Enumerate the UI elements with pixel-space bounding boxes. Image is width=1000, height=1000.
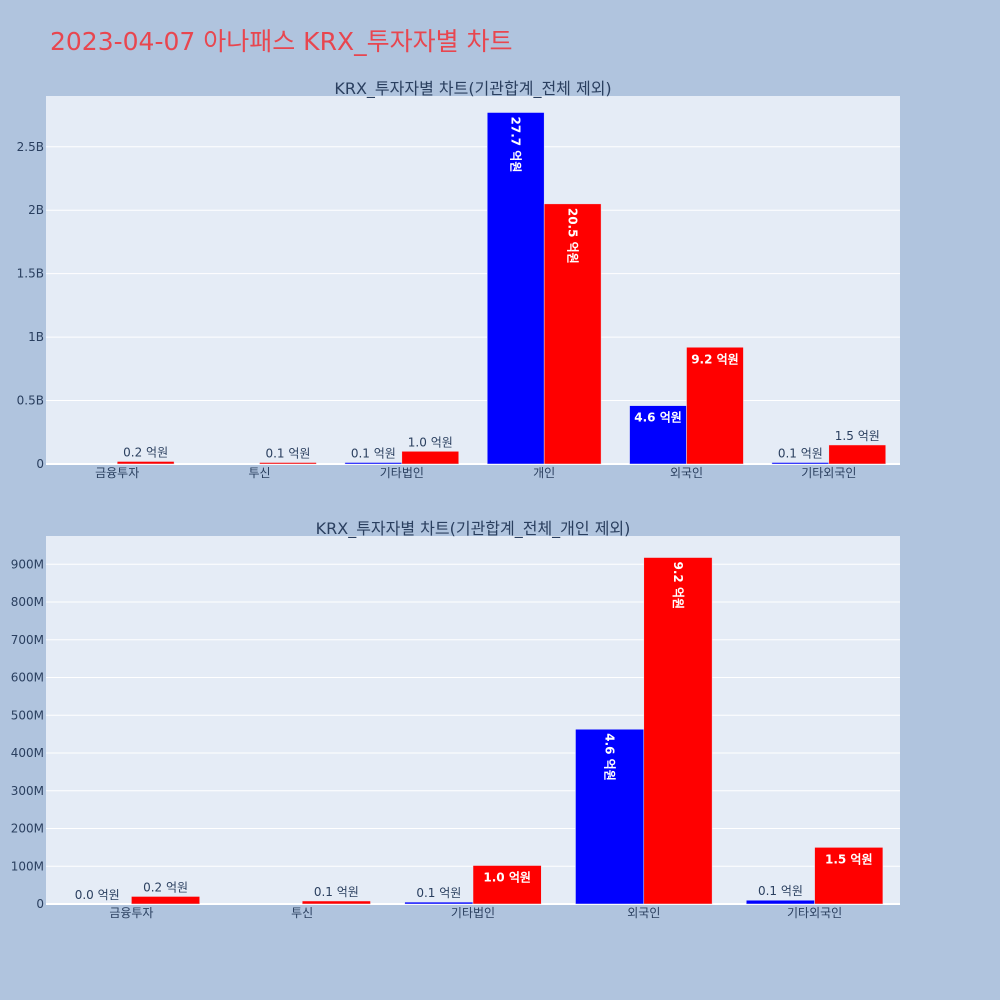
y-tick-label: 900M <box>11 557 44 571</box>
data-label: 9.2 억원 <box>671 562 685 610</box>
data-label: 0.1 억원 <box>758 884 803 898</box>
data-label: 9.2 억원 <box>691 352 739 366</box>
bar <box>814 847 884 905</box>
data-label: 1.0 억원 <box>483 871 531 885</box>
plot-area <box>46 96 900 464</box>
y-tick-label: 2B <box>28 203 44 217</box>
bar <box>575 728 645 905</box>
y-tick-label: 0 <box>36 897 44 911</box>
y-tick-label: 700M <box>11 633 44 647</box>
bar <box>404 901 474 905</box>
x-tick-label: 금융투자 <box>109 906 153 920</box>
y-tick-label: 800M <box>11 595 44 609</box>
x-tick-label: 외국인 <box>670 466 703 480</box>
data-label: 20.5 억원 <box>566 208 580 264</box>
data-label: 0.1 억원 <box>778 447 823 461</box>
bar <box>686 347 744 465</box>
x-tick-label: 투신 <box>291 906 313 920</box>
bar <box>828 444 887 465</box>
bar <box>131 896 200 905</box>
y-tick-label: 600M <box>11 671 44 685</box>
bar <box>301 900 371 905</box>
chart-top: 0 0.5B 1B 1.5B 2B 2.5B KRX_투자자별 차트(기관합계_전체 제외)… <box>17 79 900 480</box>
x-tick-label: 투신 <box>248 466 270 480</box>
data-label: 4.6 억원 <box>603 733 617 781</box>
x-tick-label: 기타외국인 <box>787 906 842 920</box>
data-label: 0.0 억원 <box>75 888 120 902</box>
data-label: 0.1 억원 <box>416 886 461 900</box>
bar <box>259 462 317 465</box>
data-label: 0.1 억원 <box>351 447 396 461</box>
data-label: 27.7 억원 <box>509 116 523 172</box>
y-tick-label: 0 <box>36 457 44 471</box>
chart-bottom: 0 100M 200M 300M 400M 500M 600M 700M 800M 900M KRX… <box>11 519 900 920</box>
bar <box>472 865 542 905</box>
plot-area <box>46 536 900 904</box>
chart-title: KRX_투자자별 차트(기관합계_전체 제외) <box>334 79 611 99</box>
data-label: 1.0 억원 <box>408 435 453 449</box>
x-tick-label: 기타외국인 <box>801 466 856 480</box>
page-title: 2023-04-07 아나패스 KRX_투자자별 차트 <box>50 27 513 56</box>
bar <box>771 462 830 465</box>
bar <box>543 203 602 465</box>
data-label: 0.2 억원 <box>123 445 168 459</box>
y-tick-label: 100M <box>11 859 44 873</box>
y-tick-label: 300M <box>11 784 44 798</box>
y-tick-label: 500M <box>11 708 44 722</box>
bar <box>643 557 713 905</box>
x-tick-label: 외국인 <box>627 906 660 920</box>
y-tick-label: 200M <box>11 822 44 836</box>
data-label: 1.5 억원 <box>825 852 873 866</box>
chart-title: KRX_투자자별 차트(기관합계_전체_개인 제외) <box>316 519 631 539</box>
y-tick-label: 2.5B <box>17 140 44 154</box>
data-label: 0.2 억원 <box>143 880 188 894</box>
y-tick-label: 1.5B <box>17 267 44 281</box>
bar <box>116 461 175 465</box>
y-tick-label: 400M <box>11 746 44 760</box>
data-label: 1.5 억원 <box>835 429 880 443</box>
x-tick-label: 금융투자 <box>95 466 139 480</box>
x-tick-label: 기타법인 <box>451 906 495 920</box>
bar <box>344 462 403 465</box>
data-label: 4.6 억원 <box>634 411 682 425</box>
x-tick-label: 개인 <box>533 466 555 480</box>
data-label: 0.1 억원 <box>314 885 359 899</box>
data-label: 0.1 억원 <box>265 447 310 461</box>
bar <box>629 405 687 465</box>
y-tick-label: 0.5B <box>17 394 44 408</box>
bar <box>401 451 460 465</box>
bar <box>746 899 815 905</box>
x-tick-label: 기타법인 <box>380 466 424 480</box>
y-tick-label: 1B <box>28 330 44 344</box>
